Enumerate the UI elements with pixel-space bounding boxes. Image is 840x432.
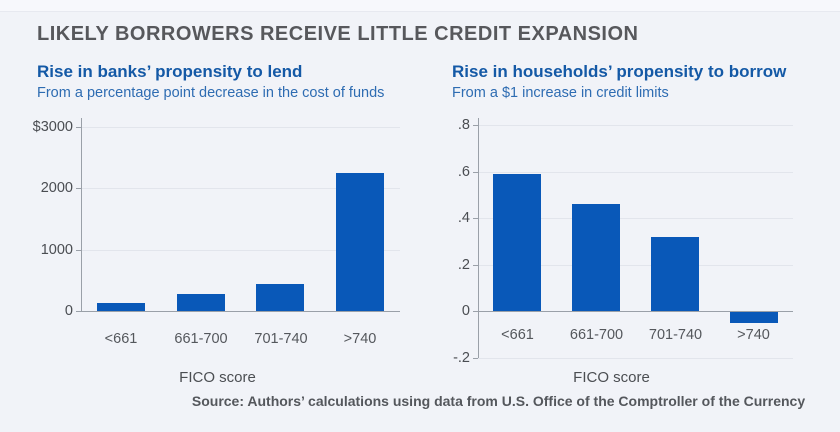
right-x-axis-title: FICO score [573, 369, 650, 386]
y-axis-line [478, 118, 479, 358]
y-tick-mark [76, 311, 81, 312]
bar [97, 303, 145, 311]
left-chart-plot: 0 1000 2000 $3000 <661 661-700 701-740 >740 [33, 118, 400, 347]
y-tick-mark [473, 125, 478, 126]
bar [256, 284, 304, 311]
zero-line [81, 311, 400, 312]
y-tick-mark [76, 188, 81, 189]
y-tick-label: 0 [64, 303, 73, 319]
right-chart-subtitle: From a $1 increase in credit limits [452, 85, 669, 101]
gridline [81, 188, 400, 189]
y-tick-mark [76, 250, 81, 251]
y-tick-mark [76, 127, 81, 128]
gridline [478, 125, 793, 126]
category-label: 701-740 [254, 331, 308, 347]
category-label: <661 [104, 331, 138, 347]
bar [336, 173, 384, 311]
y-tick-label: .4 [457, 210, 470, 226]
gridline [81, 250, 400, 251]
left-chart-subtitle: From a percentage point decrease in the … [37, 85, 385, 101]
y-tick-label: .8 [457, 117, 470, 133]
gridline [478, 265, 793, 266]
top-strip [0, 0, 840, 12]
right-chart-plot: -.2 0 .2 .4 .6 .8 <661 661-700 701-740 >740 [453, 117, 793, 366]
bar [651, 237, 699, 312]
y-tick-mark [473, 358, 478, 359]
y-tick-label: $3000 [32, 119, 73, 135]
right-chart-title: Rise in households’ propensity to borrow [452, 62, 787, 81]
figure-title: LIKELY BORROWERS RECEIVE LITTLE CREDIT E… [37, 23, 639, 45]
left-chart-title: Rise in banks’ propensity to lend [37, 62, 303, 81]
left-x-axis-title: FICO score [179, 369, 256, 386]
category-label: >740 [343, 331, 377, 347]
y-tick-label: 1000 [40, 242, 73, 258]
y-tick-mark [473, 311, 478, 312]
y-tick-mark [473, 218, 478, 219]
gridline [478, 358, 793, 359]
y-tick-label: .2 [457, 257, 470, 273]
y-tick-mark [473, 265, 478, 266]
y-tick-mark [473, 172, 478, 173]
bar [177, 294, 225, 311]
zero-line [478, 311, 793, 312]
category-label: 701-740 [648, 327, 703, 343]
category-label: 661-700 [174, 331, 228, 347]
gridline [81, 127, 400, 128]
y-tick-label: 0 [461, 303, 470, 319]
y-tick-label: -.2 [453, 350, 470, 366]
bar [493, 174, 541, 311]
bar [572, 204, 620, 311]
source-note: Source: Authors’ calculations using data… [191, 393, 806, 409]
y-tick-label: 2000 [40, 180, 73, 196]
bar [730, 311, 778, 323]
gridline [478, 172, 793, 173]
y-axis-line [81, 118, 82, 311]
category-label: <661 [501, 327, 534, 343]
category-label: 661-700 [569, 327, 624, 343]
gridline [478, 218, 793, 219]
y-tick-label: .6 [457, 164, 470, 180]
category-label: >740 [737, 327, 770, 343]
